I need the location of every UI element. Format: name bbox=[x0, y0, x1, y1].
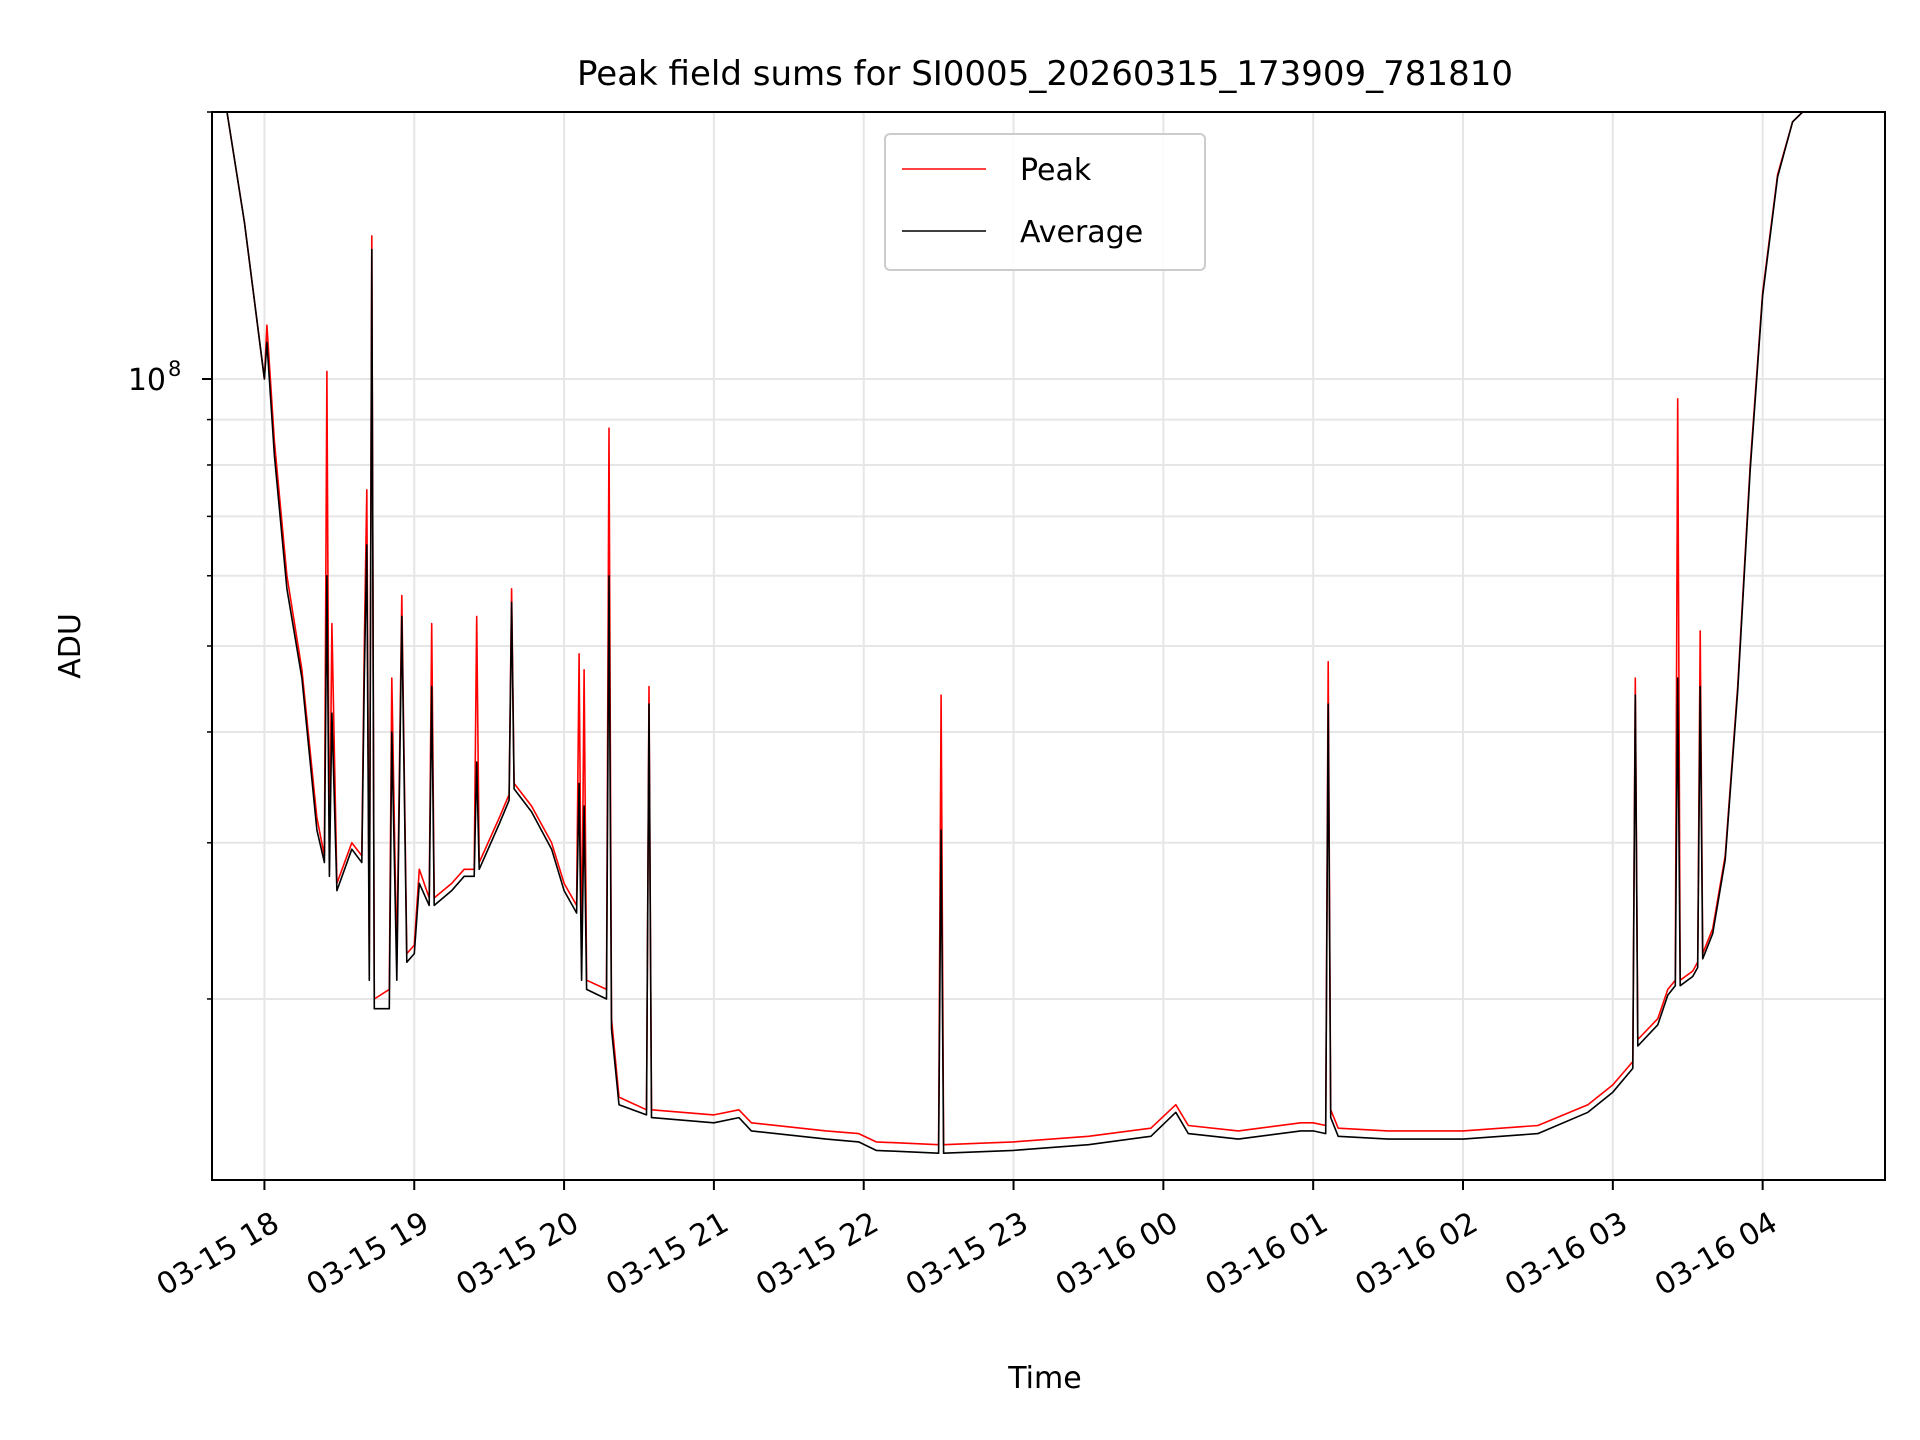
chart-title: Peak field sums for SI0005_20260315_1739… bbox=[577, 54, 1513, 94]
y-axis-label: ADU bbox=[53, 613, 88, 679]
series-layer bbox=[226, 112, 1885, 1154]
legend-box bbox=[884, 133, 1206, 271]
legend-label-peak: Peak bbox=[1020, 153, 1092, 188]
legend: Peak Average bbox=[884, 133, 1206, 271]
y-axis: 10 8 bbox=[128, 111, 212, 1000]
x-axis-label: Time bbox=[1007, 1361, 1081, 1396]
legend-label-average: Average bbox=[1020, 215, 1143, 250]
y-tick-label: 10 bbox=[128, 363, 166, 398]
y-tick-exponent: 8 bbox=[168, 357, 181, 381]
series-average-line bbox=[226, 112, 1885, 1154]
